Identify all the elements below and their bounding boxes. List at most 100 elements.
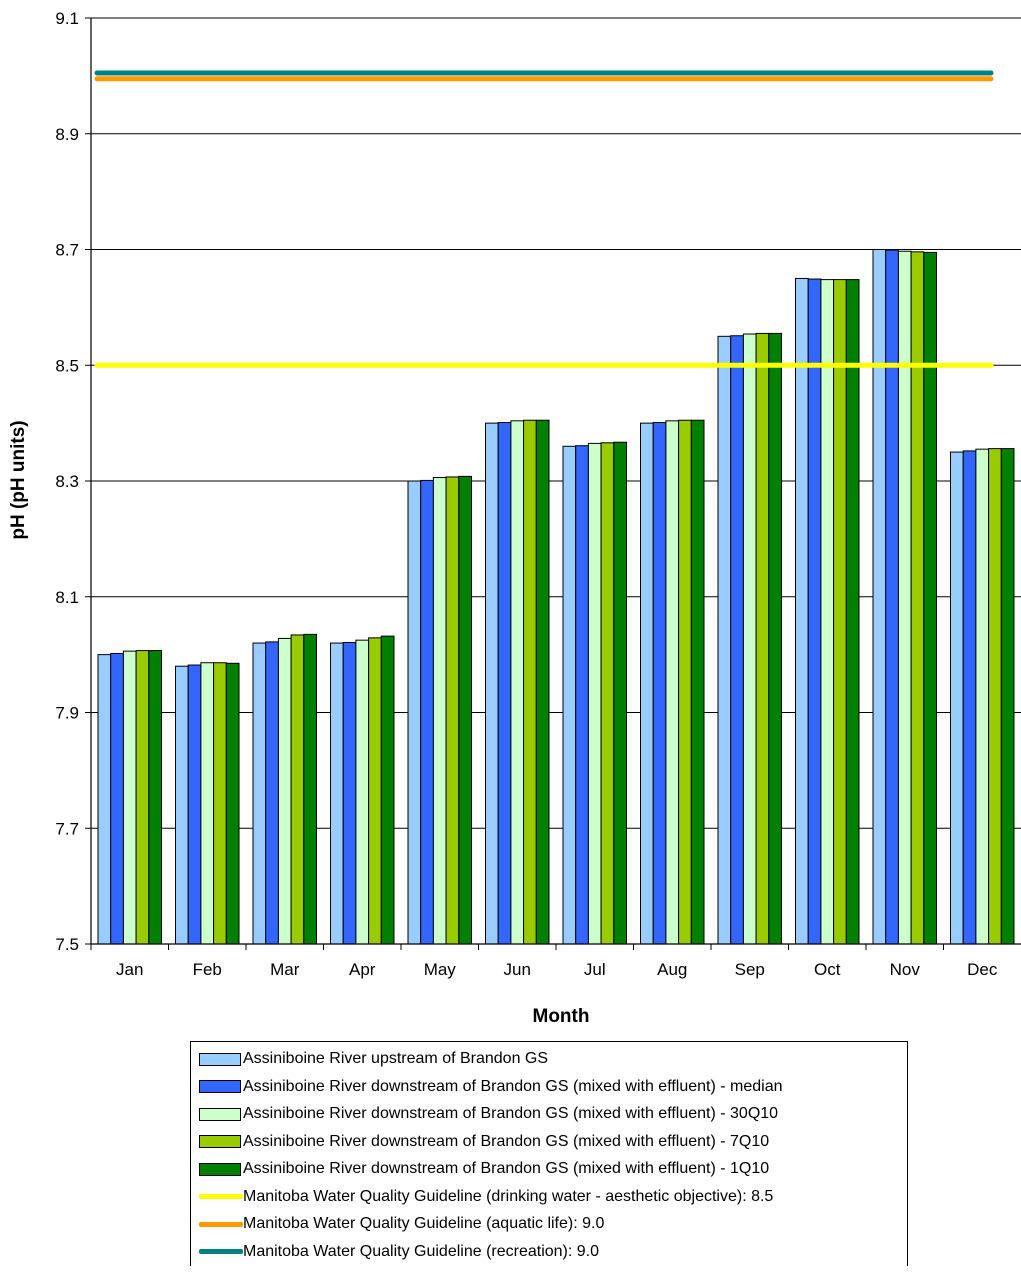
legend-label: Manitoba Water Quality Guideline (aquati… — [243, 1215, 605, 1232]
bar — [420, 479, 434, 945]
bar — [290, 634, 305, 945]
bar — [97, 654, 112, 945]
bar — [213, 662, 227, 945]
legend-swatch-bar — [199, 1052, 241, 1066]
bar — [845, 279, 860, 945]
bar — [368, 637, 382, 945]
bar — [277, 637, 292, 945]
bar — [303, 633, 317, 945]
bar — [175, 665, 189, 945]
bar — [923, 251, 937, 945]
bar — [497, 422, 512, 945]
x-tick-label: Mar — [270, 960, 300, 979]
x-tick-label: Oct — [814, 960, 841, 979]
legend-swatch-line — [199, 1194, 243, 1199]
legend-item: Assiniboine River upstream of Brandon GS — [199, 1047, 548, 1071]
y-tick-label: 8.7 — [55, 241, 79, 260]
y-tick-label: 7.9 — [55, 704, 79, 723]
bar — [962, 450, 977, 945]
bar — [910, 251, 925, 945]
y-axis-label: pH (pH units) — [8, 420, 29, 539]
axes — [90, 18, 1021, 950]
bar — [265, 641, 279, 945]
bar — [575, 445, 589, 945]
x-tick-label: Aug — [657, 960, 687, 979]
bar — [768, 332, 782, 945]
legend-label: Assiniboine River downstream of Brandon … — [243, 1160, 770, 1177]
x-tick-label: May — [424, 960, 457, 979]
y-tick-labels: 7.5 7.7 7.9 8.1 8.3 8.5 8.7 8.9 9.1 — [55, 9, 79, 954]
x-tick-label: Jul — [584, 960, 606, 979]
y-tick-label: 8.1 — [55, 588, 79, 607]
bar — [432, 477, 447, 945]
bar — [885, 249, 899, 945]
bar — [355, 639, 370, 945]
legend-item: Assiniboine River downstream of Brandon … — [199, 1075, 783, 1099]
bar — [833, 279, 847, 945]
legend-label: Manitoba Water Quality Guideline (drinki… — [243, 1187, 774, 1205]
bar — [485, 422, 499, 945]
x-tick-label: Jun — [504, 960, 531, 979]
bar — [872, 249, 887, 945]
y-tick-label: 8.3 — [55, 472, 79, 491]
bar — [897, 250, 912, 945]
guideline-lines — [94, 70, 994, 368]
bar — [717, 335, 732, 945]
bar — [523, 419, 537, 945]
bar — [742, 333, 757, 945]
legend-swatch-line — [199, 1249, 243, 1254]
bar — [1000, 448, 1015, 945]
x-tick-label: Feb — [193, 960, 222, 979]
legend-swatch-bar — [199, 1107, 241, 1121]
legend-swatch-bar — [199, 1135, 241, 1148]
bar — [445, 476, 460, 945]
y-tick-label: 7.7 — [55, 819, 79, 838]
legend-label: Assiniboine River downstream of Brandon … — [243, 1132, 770, 1150]
bar — [562, 445, 577, 945]
bar — [135, 650, 150, 945]
legend-label: Assiniboine River upstream of Brandon GS — [243, 1050, 549, 1067]
bar — [600, 442, 615, 945]
legend-label: Assiniboine River downstream of Brandon … — [243, 1077, 783, 1095]
bar — [225, 662, 240, 945]
legend-swatch-line — [199, 1221, 243, 1227]
legend: Assiniboine River upstream of Brandon GS… — [190, 1041, 908, 1266]
x-tick-label: Jan — [116, 960, 143, 979]
bar — [110, 652, 124, 945]
bar — [535, 419, 550, 945]
x-tick-labels: Jan Feb Mar Apr May Jun Jul Aug Sep Oct Nov Dec — [116, 960, 998, 979]
bar — [148, 650, 163, 945]
legend-swatch-bar — [199, 1080, 241, 1093]
bar — [665, 420, 680, 945]
bar — [380, 635, 395, 945]
x-tick-label: Sep — [735, 960, 765, 979]
bar — [690, 419, 705, 945]
legend-item: Assiniboine River downstream of Brandon … — [199, 1102, 778, 1126]
legend-item: Manitoba Water Quality Guideline (drinki… — [199, 1185, 773, 1209]
legend-item: Manitoba Water Quality Guideline (recrea… — [199, 1240, 599, 1264]
bar — [587, 442, 602, 945]
bar — [678, 419, 692, 945]
bar — [252, 642, 267, 945]
bar — [988, 448, 1002, 945]
x-axis-label: Month — [533, 1006, 590, 1027]
x-tick-label: Nov — [890, 960, 921, 979]
bar — [122, 650, 137, 945]
bar — [330, 642, 344, 945]
bar — [407, 480, 422, 945]
legend-item: Assiniboine River downstream of Brandon … — [199, 1157, 769, 1181]
y-tick-label: 7.5 — [55, 935, 79, 954]
legend-label: Manitoba Water Quality Guideline (recrea… — [243, 1242, 600, 1260]
bar — [975, 448, 990, 945]
bar — [950, 451, 964, 945]
bar — [613, 441, 627, 945]
bar — [510, 420, 525, 945]
bar — [458, 475, 472, 945]
x-tick-label: Apr — [349, 960, 376, 979]
x-tick-label: Dec — [967, 960, 998, 979]
y-tick-label: 9.1 — [55, 9, 79, 28]
bar — [342, 641, 357, 945]
legend-item: Assiniboine River downstream of Brandon … — [199, 1130, 769, 1154]
y-tick-label: 8.5 — [55, 356, 79, 375]
bar — [640, 422, 654, 945]
